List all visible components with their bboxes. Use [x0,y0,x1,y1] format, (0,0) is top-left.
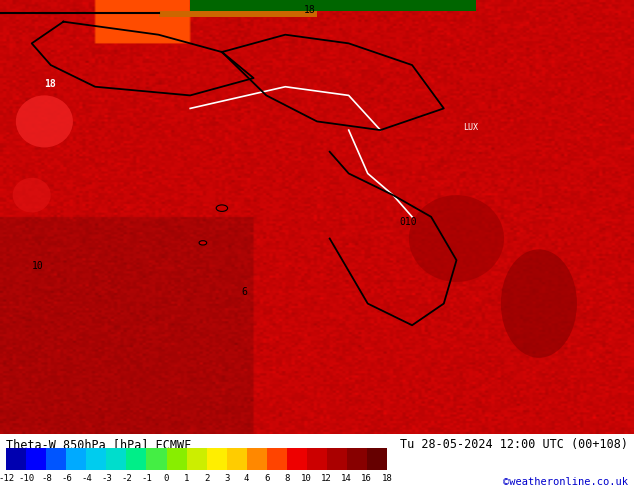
Ellipse shape [216,205,228,211]
Text: 6: 6 [264,474,269,483]
Bar [158,11,317,17]
Text: ©weatheronline.co.uk: ©weatheronline.co.uk [503,477,628,487]
Text: 10: 10 [32,261,44,271]
Text: 3: 3 [224,474,230,483]
Text: -10: -10 [18,474,34,483]
Text: -4: -4 [81,474,92,483]
Text: Theta-W 850hPa [hPa] ECMWF: Theta-W 850hPa [hPa] ECMWF [6,438,191,451]
Bar [347,448,366,470]
Text: 6: 6 [241,287,247,297]
Bar [6,448,27,470]
Bar [190,0,476,11]
Bar [107,448,126,470]
Text: Tu 28-05-2024 12:00 UTC (00+108): Tu 28-05-2024 12:00 UTC (00+108) [399,438,628,451]
Ellipse shape [13,178,51,213]
Bar [27,448,46,470]
Bar [267,448,287,470]
Ellipse shape [409,195,504,282]
Text: 16: 16 [361,474,372,483]
Bar [247,448,267,470]
Text: 18: 18 [304,5,316,15]
Text: 12: 12 [321,474,332,483]
Text: -8: -8 [41,474,52,483]
Text: 010: 010 [399,218,417,227]
Bar [287,448,307,470]
Bar [307,448,327,470]
Text: 0: 0 [164,474,169,483]
Text: 1: 1 [184,474,189,483]
Text: LUX: LUX [463,123,478,132]
Text: 4: 4 [244,474,249,483]
Text: -1: -1 [141,474,152,483]
Bar [167,448,186,470]
Bar [226,448,247,470]
Text: -6: -6 [61,474,72,483]
Bar [207,448,226,470]
Bar [86,448,107,470]
Text: 8: 8 [284,474,289,483]
Text: 18: 18 [44,79,56,89]
Ellipse shape [501,249,577,358]
Text: 14: 14 [341,474,352,483]
Text: 10: 10 [301,474,312,483]
Ellipse shape [199,241,207,245]
Ellipse shape [16,96,73,147]
Bar [366,448,387,470]
Bar [46,448,67,470]
Text: -3: -3 [101,474,112,483]
Text: -12: -12 [0,474,15,483]
Bar [126,448,146,470]
Text: -2: -2 [121,474,132,483]
Bar [146,448,167,470]
Bar [327,448,347,470]
Bar [67,448,86,470]
Text: 18: 18 [382,474,392,483]
Text: 2: 2 [204,474,209,483]
Bar [186,448,207,470]
